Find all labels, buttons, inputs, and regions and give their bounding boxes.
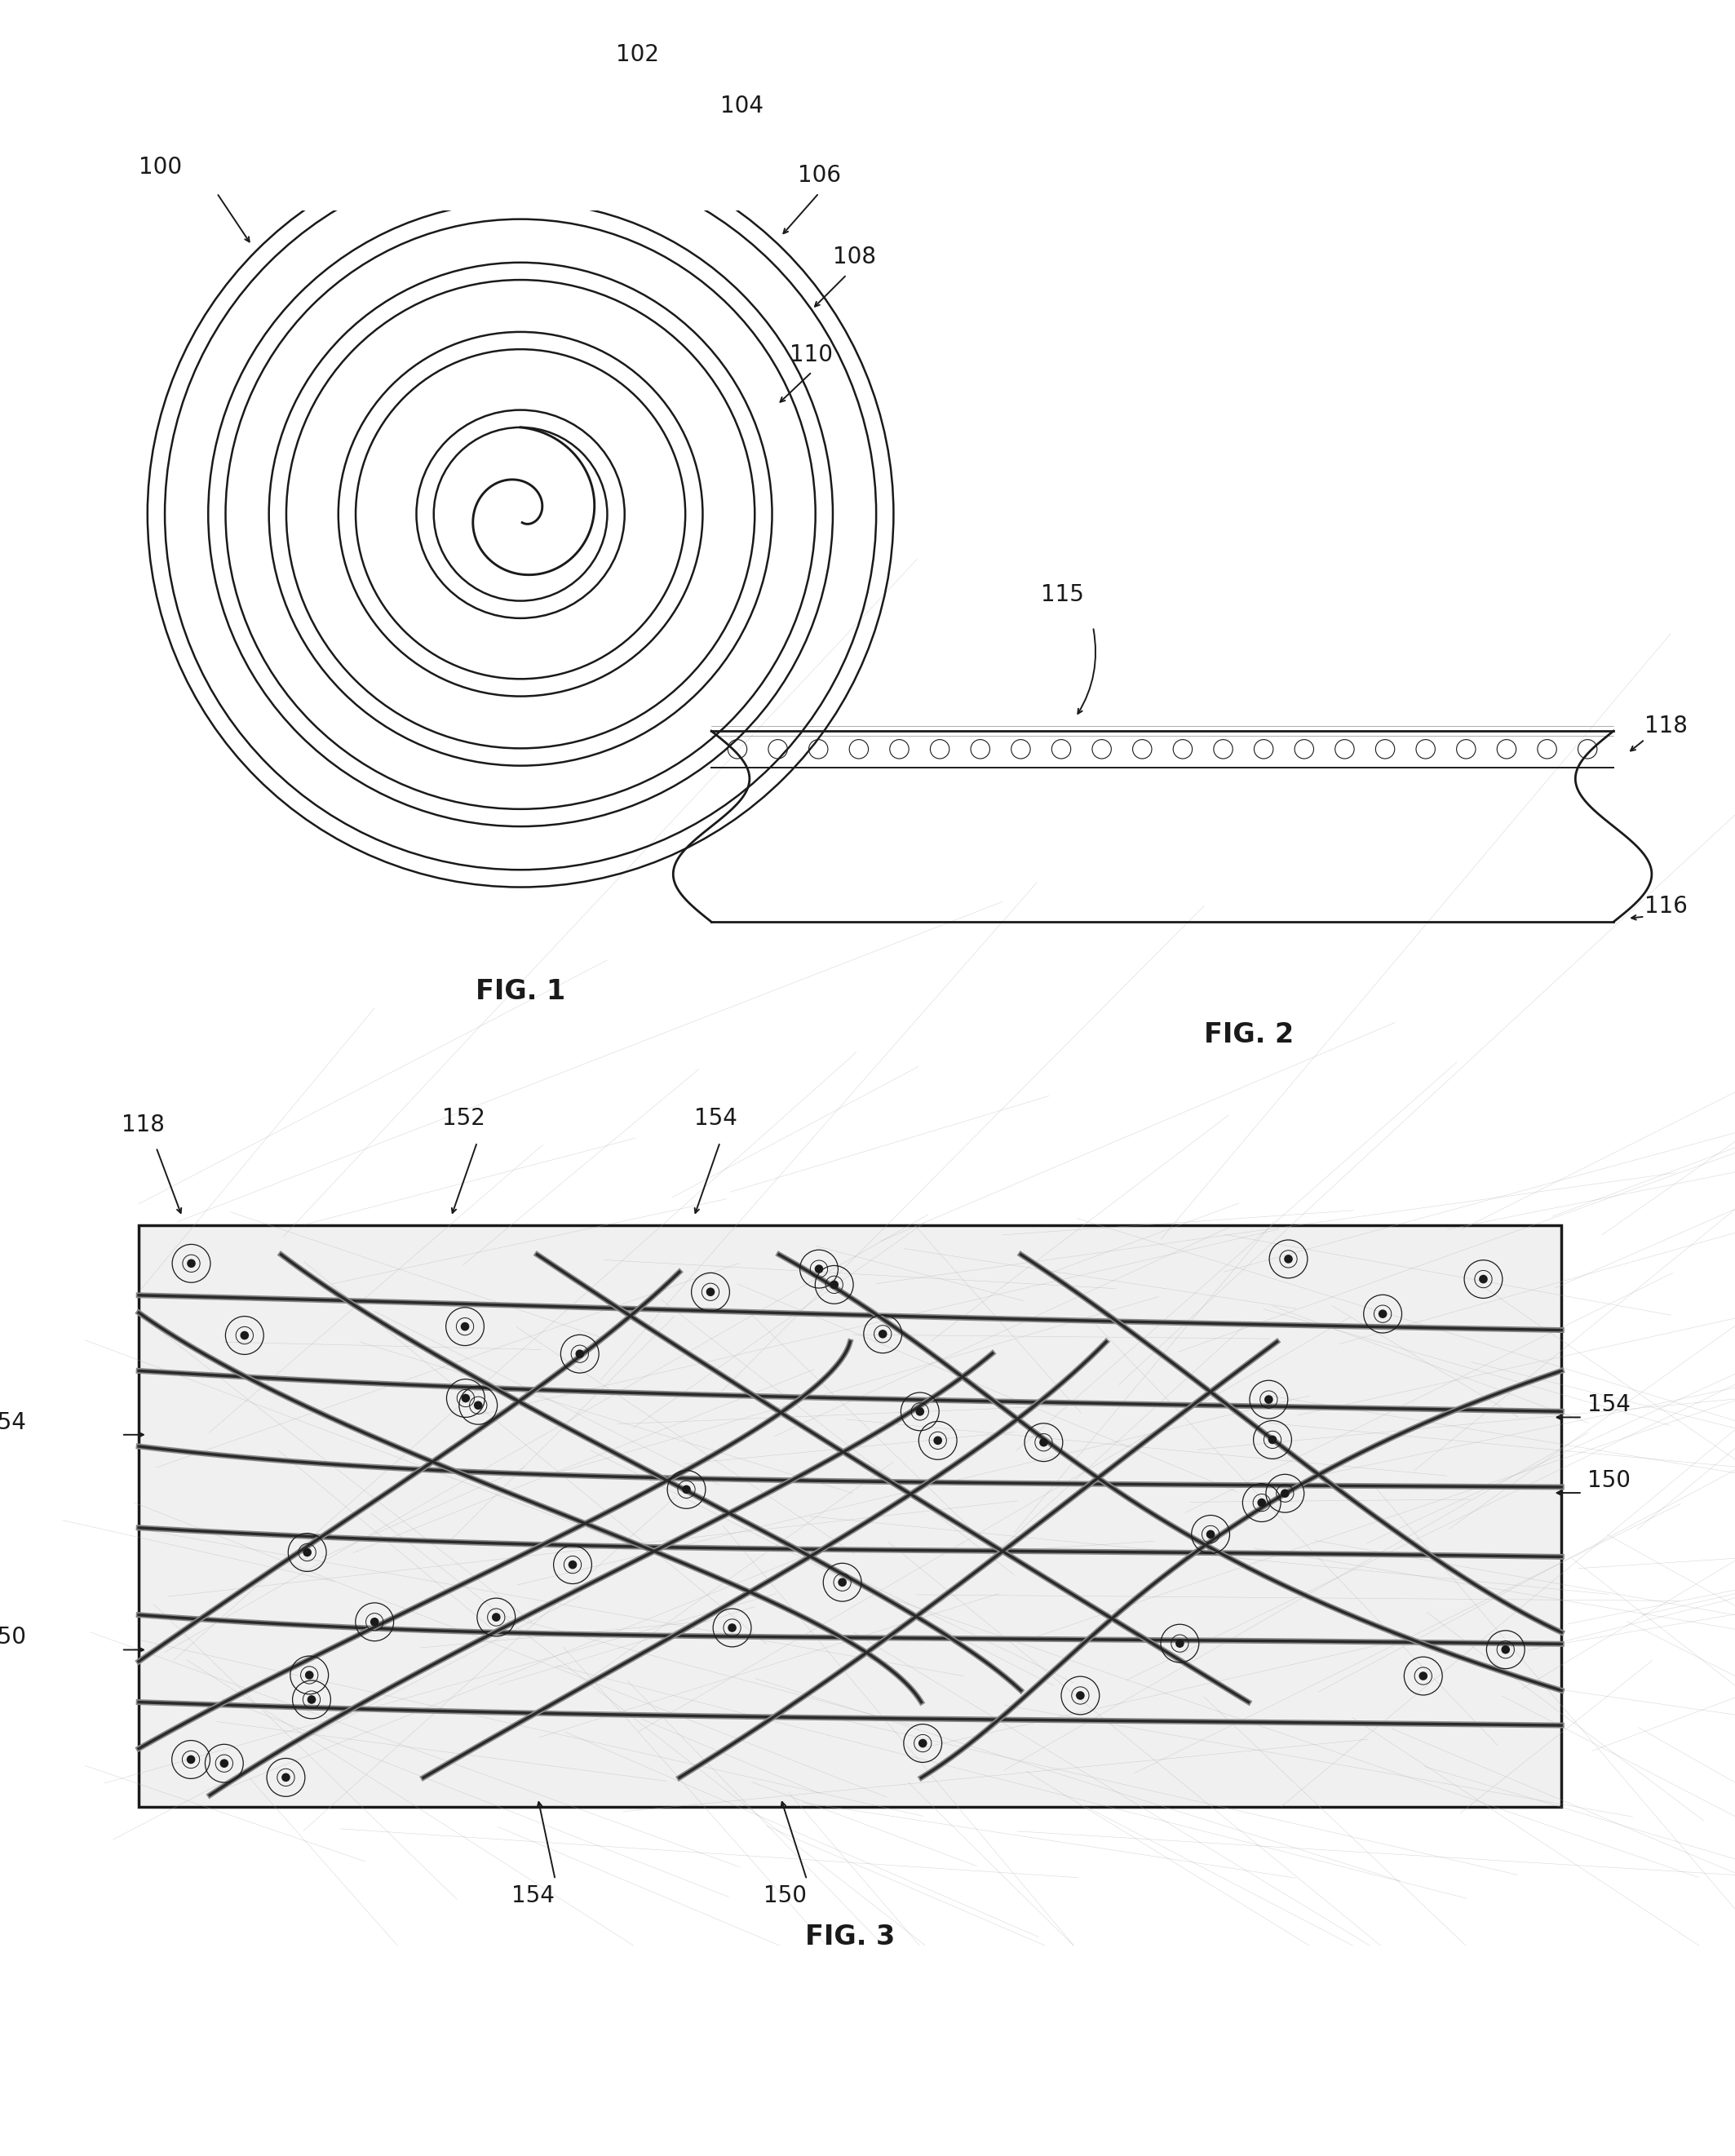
Text: 154: 154 (1588, 1393, 1631, 1416)
Circle shape (304, 1548, 312, 1557)
Circle shape (1280, 1490, 1289, 1498)
Circle shape (1501, 1645, 1509, 1654)
Circle shape (307, 1695, 316, 1703)
Text: 102: 102 (616, 43, 659, 65)
Text: 152: 152 (442, 1106, 486, 1130)
Circle shape (838, 1578, 847, 1587)
Bar (139, 1225, 1562, 1807)
Circle shape (1378, 1309, 1386, 1317)
Circle shape (1258, 1498, 1267, 1507)
Text: 154: 154 (0, 1410, 26, 1434)
Circle shape (462, 1395, 470, 1404)
Text: 154: 154 (512, 1884, 555, 1908)
Text: 100: 100 (139, 155, 182, 179)
Text: 118: 118 (121, 1112, 165, 1136)
Circle shape (916, 1408, 925, 1416)
Circle shape (569, 1561, 578, 1570)
Text: 154: 154 (694, 1106, 737, 1130)
Circle shape (576, 1350, 585, 1358)
Circle shape (815, 1266, 824, 1274)
Circle shape (933, 1436, 942, 1445)
Text: FIG. 2: FIG. 2 (1204, 1022, 1294, 1048)
Circle shape (727, 1623, 736, 1632)
Circle shape (370, 1617, 378, 1626)
Circle shape (1076, 1690, 1084, 1699)
Circle shape (305, 1671, 314, 1680)
Circle shape (1206, 1531, 1214, 1539)
Circle shape (474, 1401, 482, 1410)
Text: 104: 104 (720, 95, 763, 119)
Circle shape (682, 1485, 691, 1494)
Circle shape (281, 1772, 290, 1781)
Circle shape (1478, 1274, 1487, 1283)
Text: 115: 115 (1041, 582, 1084, 606)
Circle shape (829, 1281, 838, 1289)
Circle shape (1265, 1395, 1273, 1404)
Text: 106: 106 (798, 164, 841, 188)
Text: 110: 110 (789, 343, 833, 367)
Text: FIG. 1: FIG. 1 (475, 979, 566, 1005)
Circle shape (1284, 1255, 1293, 1263)
Text: 108: 108 (833, 246, 876, 270)
Text: 150: 150 (763, 1884, 807, 1908)
Text: 150: 150 (0, 1626, 26, 1649)
Circle shape (1268, 1436, 1277, 1445)
Circle shape (706, 1287, 715, 1296)
Circle shape (1419, 1671, 1428, 1680)
Circle shape (460, 1322, 468, 1330)
Circle shape (491, 1613, 500, 1621)
Circle shape (239, 1330, 248, 1339)
Circle shape (187, 1259, 196, 1268)
Circle shape (187, 1755, 196, 1764)
Circle shape (918, 1740, 926, 1749)
Text: FIG. 3: FIG. 3 (805, 1923, 895, 1951)
Circle shape (1039, 1438, 1048, 1447)
Text: 118: 118 (1645, 714, 1688, 737)
Circle shape (878, 1330, 887, 1339)
Text: 116: 116 (1645, 895, 1688, 918)
Circle shape (1176, 1639, 1185, 1647)
Circle shape (220, 1759, 229, 1768)
Text: 150: 150 (1588, 1468, 1631, 1492)
